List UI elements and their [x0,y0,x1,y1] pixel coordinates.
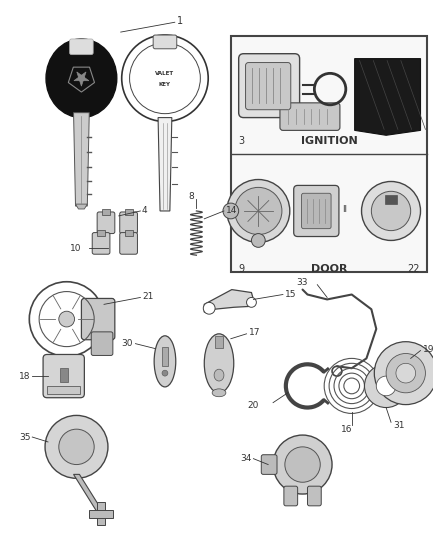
Circle shape [223,203,239,219]
Bar [60,368,67,382]
Circle shape [45,415,108,478]
Ellipse shape [46,39,117,118]
Text: 3: 3 [239,136,245,146]
Text: DOOR: DOOR [311,264,347,274]
FancyBboxPatch shape [302,193,331,229]
Bar [231,36,427,272]
Circle shape [364,364,408,408]
Text: IGNITION: IGNITION [301,136,357,146]
Polygon shape [158,118,172,211]
Polygon shape [74,72,89,86]
Polygon shape [75,204,87,209]
Circle shape [374,342,437,405]
FancyBboxPatch shape [97,212,115,233]
FancyBboxPatch shape [153,35,177,49]
Text: 14: 14 [226,206,237,215]
Bar [125,209,133,215]
Circle shape [386,353,425,393]
Circle shape [396,364,416,383]
Circle shape [251,233,265,247]
Circle shape [59,429,94,465]
Text: 20: 20 [247,401,258,410]
Text: VALET: VALET [155,71,174,76]
Text: 1: 1 [177,17,183,26]
FancyBboxPatch shape [91,332,113,356]
Circle shape [273,435,332,494]
Text: 16: 16 [341,425,353,434]
Polygon shape [74,474,104,514]
FancyBboxPatch shape [307,486,321,506]
Text: 35: 35 [19,433,30,441]
Text: KEY: KEY [159,82,171,87]
Ellipse shape [154,336,176,387]
Circle shape [376,376,396,395]
Text: 22: 22 [407,264,420,274]
Circle shape [203,302,215,314]
Bar [97,502,105,526]
Circle shape [162,370,168,376]
Text: 17: 17 [248,328,260,337]
Text: 15: 15 [285,290,297,299]
Circle shape [285,447,320,482]
FancyBboxPatch shape [239,54,300,118]
FancyBboxPatch shape [280,103,340,131]
Text: II: II [342,205,347,214]
Text: 31: 31 [393,421,404,430]
Circle shape [361,181,420,240]
Text: 10: 10 [70,244,81,253]
Text: 34: 34 [240,454,251,463]
Text: 19: 19 [423,345,434,354]
Ellipse shape [214,369,224,381]
Polygon shape [204,289,254,312]
Text: 30: 30 [121,339,133,348]
Text: 4: 4 [141,206,147,215]
Text: 21: 21 [142,292,154,301]
Bar [125,230,133,236]
Circle shape [59,311,74,327]
Text: 8: 8 [189,192,194,201]
FancyBboxPatch shape [294,185,339,237]
FancyBboxPatch shape [120,212,138,233]
Bar [162,346,168,366]
FancyBboxPatch shape [43,354,85,398]
Circle shape [235,188,282,235]
FancyBboxPatch shape [261,455,277,474]
Circle shape [227,180,290,243]
FancyBboxPatch shape [92,232,110,254]
Bar [215,336,223,348]
Bar [385,195,397,204]
Ellipse shape [212,389,226,397]
FancyBboxPatch shape [81,298,115,340]
Circle shape [247,297,256,308]
FancyBboxPatch shape [246,62,291,110]
Polygon shape [74,112,89,206]
Bar [47,386,81,394]
FancyBboxPatch shape [120,232,138,254]
Text: 33: 33 [296,278,307,287]
Bar [89,510,113,518]
Bar [97,230,105,236]
FancyBboxPatch shape [284,486,298,506]
FancyBboxPatch shape [70,39,93,55]
Ellipse shape [204,334,234,393]
Bar [102,209,110,215]
Circle shape [371,191,411,231]
Text: 18: 18 [19,372,30,381]
Text: 9: 9 [239,264,245,274]
Polygon shape [355,59,420,135]
